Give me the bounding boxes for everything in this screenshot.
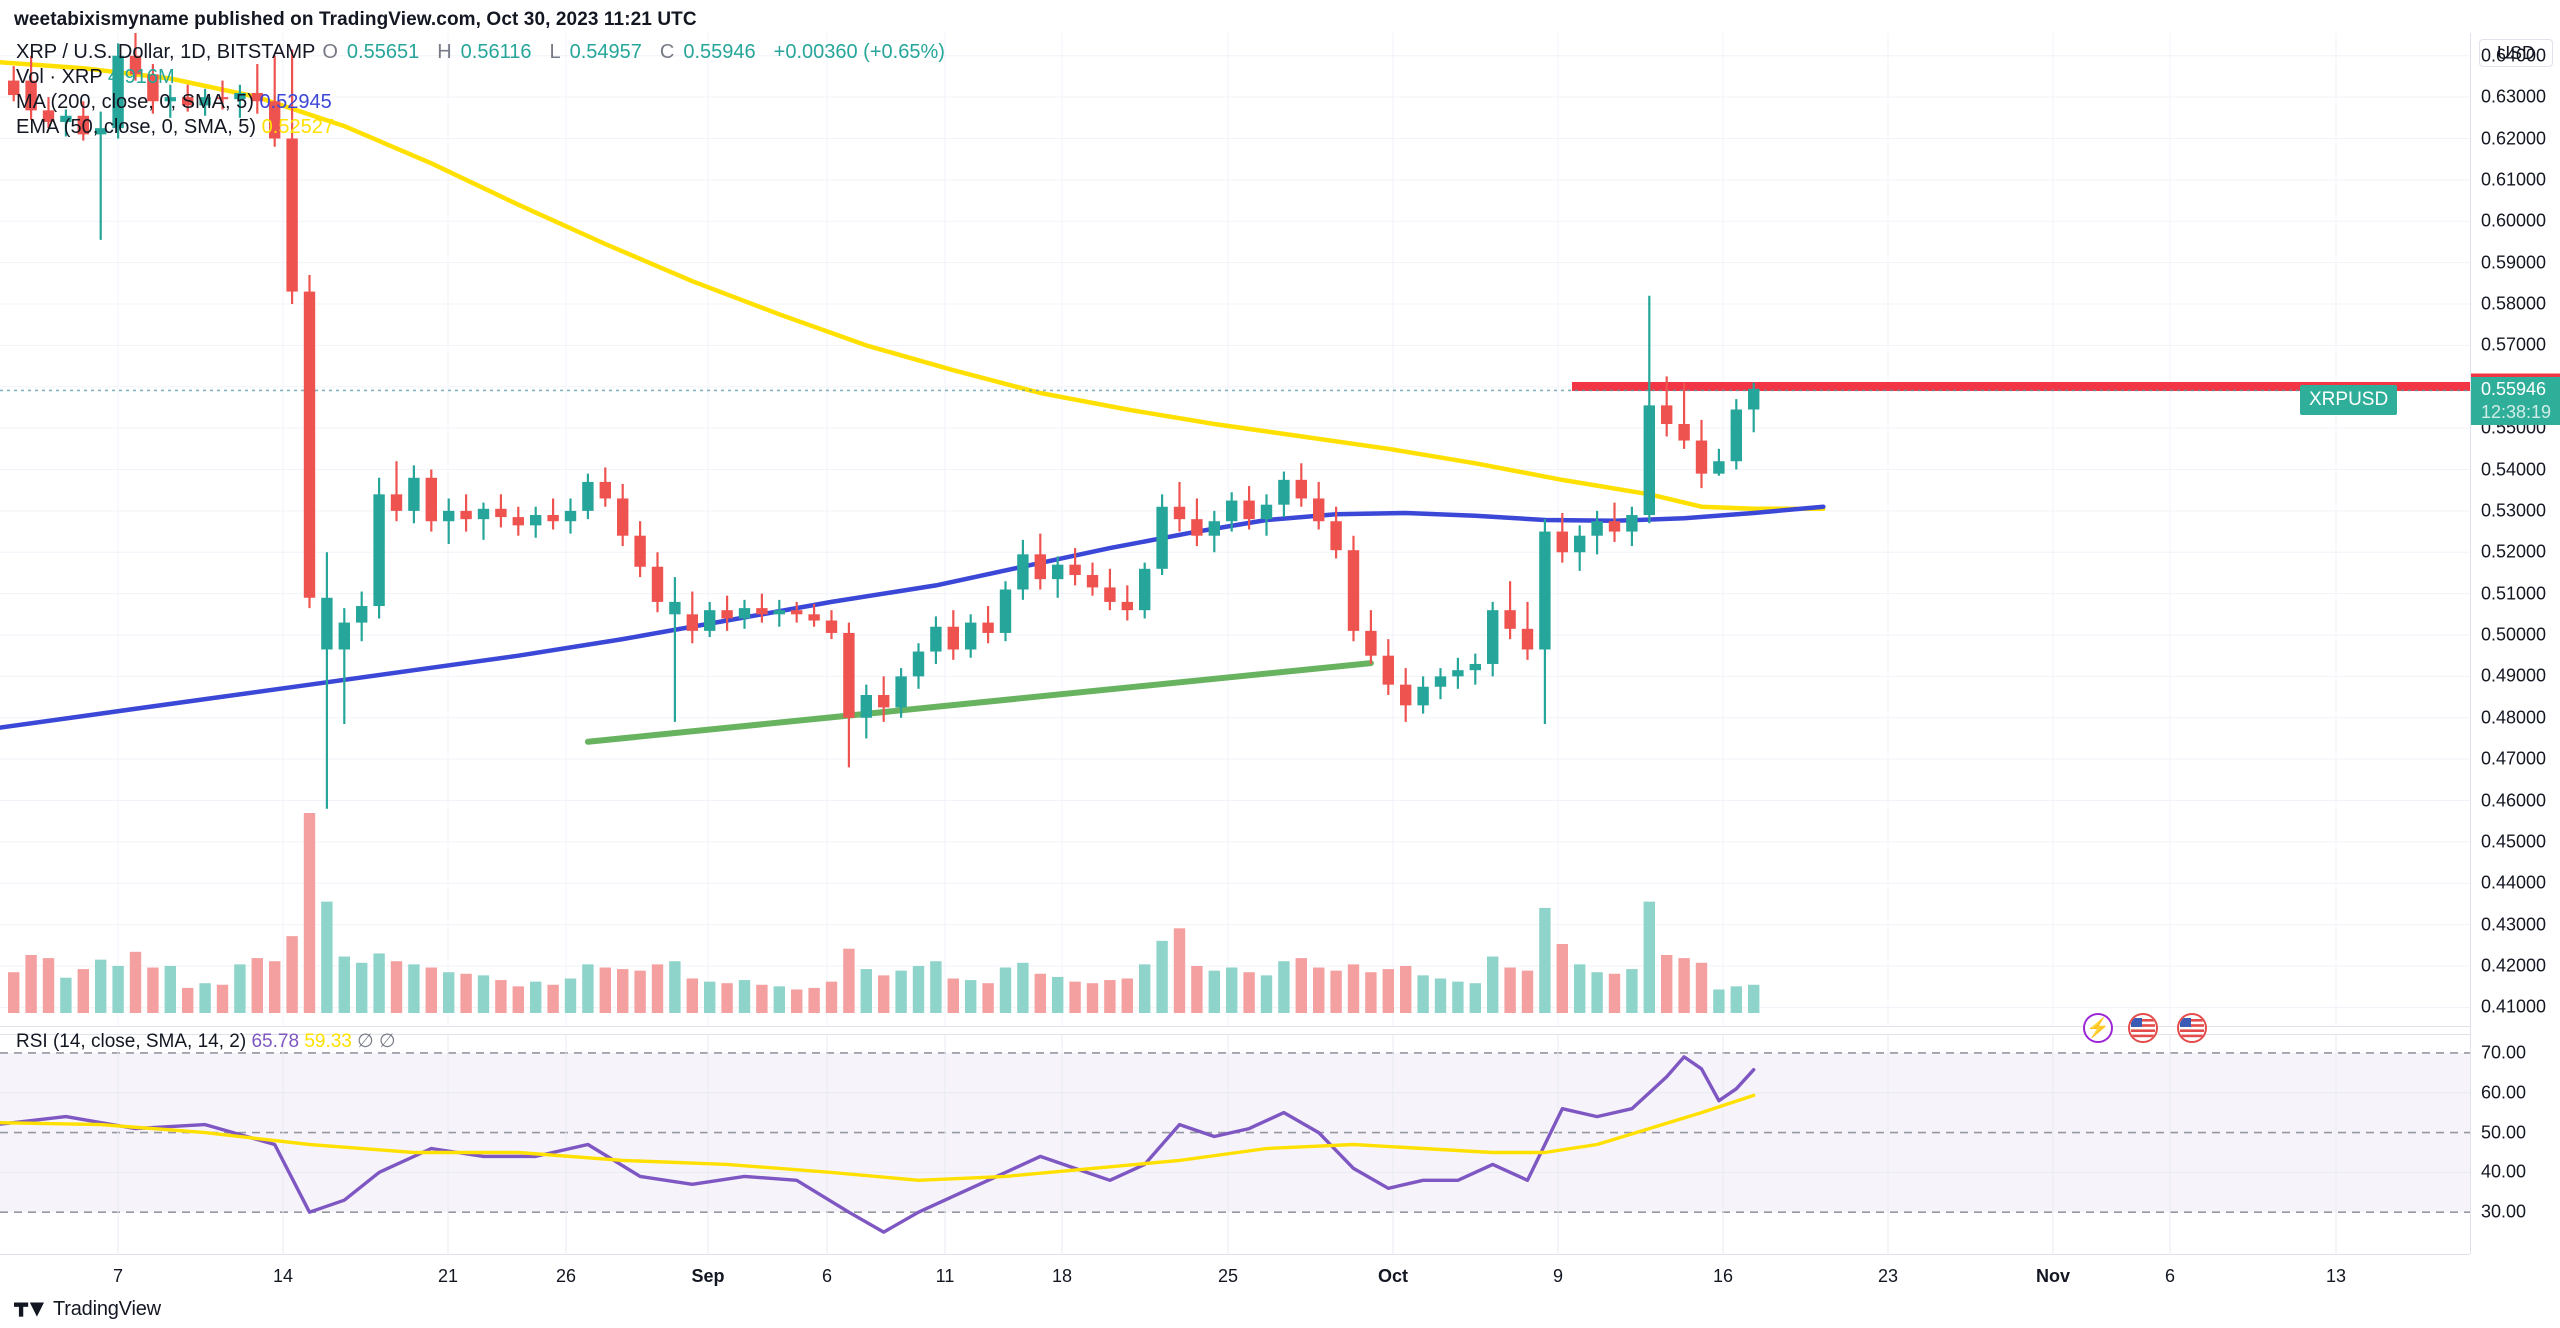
symbol-price-tag-label: XRPUSD (2309, 389, 2389, 411)
price-tick: 0.62000 (2481, 128, 2547, 148)
price-tick: 0.46000 (2481, 790, 2547, 810)
price-tick: 0.41000 (2481, 996, 2547, 1017)
price-tick: 0.50000 (2481, 624, 2547, 645)
last-price-value: 0.55946 (2481, 378, 2547, 399)
us-flag-glyph (2180, 1016, 2204, 1040)
price-tick: 0.53000 (2481, 500, 2547, 521)
us-economic-event-icon-2[interactable] (2177, 1013, 2207, 1043)
time-tick: 25 (1217, 1266, 1239, 1286)
price-plot (0, 33, 2470, 1026)
rsi-tick: 50.00 (2481, 1122, 2527, 1143)
time-tick: 18 (1051, 1266, 1073, 1286)
rsi-legend-nil-1: ∅ (357, 1031, 374, 1052)
last-price-label[interactable]: 0.55946 12:38:19 (2471, 376, 2560, 425)
earnings-bolt-icon[interactable]: ⚡ (2083, 1013, 2113, 1043)
price-tick: 0.45000 (2481, 831, 2547, 852)
rsi-pane[interactable] (0, 1035, 2470, 1254)
tradingview-logo-icon (14, 1302, 44, 1317)
time-tick: 21 (437, 1266, 459, 1286)
time-tick: 14 (272, 1266, 294, 1286)
price-tick: 0.63000 (2481, 86, 2547, 107)
rsi-legend-sma-value: 59.33 (304, 1031, 352, 1052)
price-pane[interactable] (0, 33, 2470, 1026)
chart-frame: XRPUSD ⚡ (0, 33, 2470, 1254)
time-tick: 26 (555, 1266, 577, 1286)
rsi-tick: 40.00 (2481, 1161, 2527, 1182)
footer: TradingView (14, 1298, 161, 1321)
pane-divider-price-rsi (0, 1026, 2470, 1027)
price-tick: 0.61000 (2481, 169, 2547, 190)
symbol-price-tag[interactable]: XRPUSD (2300, 385, 2398, 416)
us-economic-event-icon-1[interactable] (2128, 1013, 2158, 1043)
bar-countdown: 12:38:19 (2481, 401, 2552, 422)
rsi-tick: 70.00 (2481, 1042, 2527, 1063)
currency-badge[interactable]: USD (2479, 39, 2553, 67)
currency-label: USD (2496, 42, 2535, 63)
price-tick: 0.43000 (2481, 914, 2547, 935)
price-tick: 0.57000 (2481, 334, 2547, 355)
bolt-glyph: ⚡ (2086, 1017, 2110, 1039)
price-tick: 0.59000 (2481, 252, 2547, 273)
price-tick: 0.60000 (2481, 210, 2547, 231)
price-tick: 0.44000 (2481, 872, 2547, 893)
attribution-text: weetabixismyname published on TradingVie… (14, 9, 697, 30)
rsi-tick: 30.00 (2481, 1201, 2527, 1222)
price-tick: 0.64000 (2481, 45, 2547, 66)
time-tick: 16 (1712, 1266, 1734, 1286)
time-tick: Sep (691, 1266, 725, 1286)
time-tick: 11 (935, 1266, 955, 1286)
time-tick: 6 (2164, 1266, 2176, 1286)
tradingview-wordmark: TradingView (53, 1298, 161, 1320)
price-tick: 0.47000 (2481, 748, 2547, 769)
rsi-legend-label: RSI (14, close, SMA, 14, 2) (16, 1031, 247, 1052)
price-tick: 0.49000 (2481, 665, 2547, 686)
time-tick: Nov (2035, 1266, 2071, 1286)
time-scale[interactable]: 7 14 21 26 Sep 6 11 18 25 Oct 9 16 23 Nov 6 13 (0, 1254, 2470, 1295)
time-tick: 7 (112, 1266, 124, 1286)
time-tick: 9 (1552, 1266, 1564, 1286)
us-flag-glyph (2131, 1016, 2155, 1040)
pane-divider-secondary (0, 1034, 2470, 1035)
rsi-plot (0, 1035, 2470, 1254)
price-tick: 0.48000 (2481, 707, 2547, 728)
price-tick: 0.51000 (2481, 583, 2547, 604)
time-tick: 6 (821, 1266, 833, 1286)
rsi-tick: 60.00 (2481, 1082, 2527, 1103)
price-scale[interactable]: USD 0.64000 0.63000 0.62000 0.61000 0.60000 0… (2470, 33, 2560, 1254)
price-tick: 0.54000 (2481, 459, 2547, 479)
price-tick: 0.42000 (2481, 955, 2547, 976)
price-tick: 0.52000 (2481, 541, 2547, 562)
time-tick: Oct (1377, 1266, 1409, 1286)
rsi-legend-value: 65.78 (251, 1031, 300, 1052)
time-tick: 13 (2325, 1266, 2347, 1286)
rsi-legend[interactable]: RSI (14, close, SMA, 14, 2) 65.78 59.33 … (16, 1030, 396, 1054)
price-tick: 0.58000 (2481, 293, 2547, 314)
time-tick: 23 (1877, 1266, 1899, 1286)
rsi-legend-nil-2: ∅ (378, 1031, 396, 1052)
